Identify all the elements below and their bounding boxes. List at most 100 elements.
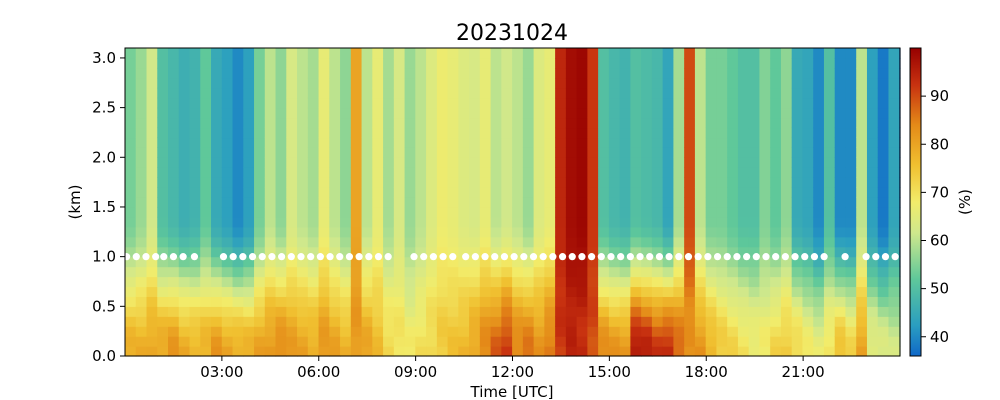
heatmap-cell	[221, 286, 234, 297]
heatmap-cell	[587, 266, 599, 278]
heatmap-cell	[823, 177, 836, 188]
heatmap-cell	[286, 306, 298, 317]
heatmap-cell	[608, 97, 621, 109]
heatmap-cell	[716, 246, 728, 258]
heatmap-cell	[135, 67, 148, 79]
heatmap-cell	[748, 77, 761, 89]
marker-dot	[781, 253, 789, 261]
heatmap-cell	[662, 197, 675, 208]
heatmap-cell	[770, 147, 782, 158]
heatmap-cell	[275, 326, 287, 337]
heatmap-cell	[716, 107, 728, 119]
heatmap-cell	[404, 246, 416, 258]
heatmap-cell	[737, 276, 750, 288]
heatmap-cell	[275, 157, 287, 168]
heatmap-cell	[243, 48, 255, 59]
heatmap-cell	[254, 296, 266, 307]
heatmap-cell	[791, 127, 804, 139]
heatmap-cell	[286, 97, 298, 109]
heatmap-cell	[275, 256, 287, 268]
heatmap-cell	[641, 276, 653, 288]
y-tick-label: 0.0	[92, 347, 116, 365]
heatmap-cell	[146, 226, 158, 238]
heatmap-cell	[458, 48, 470, 59]
heatmap-cell	[243, 326, 255, 337]
heatmap-cell	[748, 246, 761, 258]
heatmap-cell	[845, 157, 857, 168]
heatmap-cell	[619, 306, 631, 317]
heatmap-cell	[823, 306, 836, 317]
heatmap-cell	[522, 147, 535, 158]
heatmap-cell	[522, 336, 535, 347]
heatmap-cell	[479, 97, 492, 109]
heatmap-cell	[823, 256, 836, 268]
heatmap-cell	[780, 107, 793, 119]
heatmap-cell	[662, 87, 675, 99]
heatmap-cell	[587, 316, 599, 327]
heatmap-cell	[748, 57, 761, 69]
heatmap-cell	[866, 117, 879, 129]
heatmap-cell	[189, 276, 201, 288]
heatmap-cell	[555, 246, 567, 258]
heatmap-cell	[694, 266, 707, 278]
heatmap-cell	[587, 187, 599, 198]
heatmap-cell	[340, 326, 352, 337]
heatmap-cell	[802, 107, 814, 119]
heatmap-cell	[598, 216, 610, 228]
heatmap-cell	[770, 306, 782, 317]
heatmap-cell	[587, 177, 599, 188]
heatmap-cell	[662, 97, 675, 109]
heatmap-cell	[802, 276, 814, 288]
heatmap-cell	[243, 177, 255, 188]
heatmap-cell	[372, 276, 384, 288]
heatmap-cell	[705, 87, 718, 99]
marker-dot	[500, 253, 509, 261]
heatmap-cell	[705, 187, 718, 198]
heatmap-cell	[619, 127, 631, 139]
heatmap-cell	[759, 256, 771, 268]
heatmap-cell	[189, 236, 201, 248]
heatmap-cell	[533, 286, 545, 297]
heatmap-cell	[221, 236, 234, 248]
heatmap-cell	[372, 226, 384, 238]
heatmap-cell	[447, 77, 459, 89]
heatmap-cell	[802, 48, 814, 59]
heatmap-cell	[576, 87, 588, 99]
heatmap-cell	[802, 226, 814, 238]
heatmap-cell	[856, 77, 868, 89]
heatmap-cell	[866, 187, 879, 198]
heatmap-cell	[350, 346, 363, 357]
heatmap-cell	[555, 226, 567, 238]
heatmap-cell	[372, 316, 384, 327]
heatmap-cell	[490, 326, 502, 337]
heatmap-cell	[705, 147, 718, 158]
heatmap-cell	[372, 77, 384, 89]
heatmap-cell	[221, 147, 234, 158]
heatmap-cell	[587, 197, 599, 208]
heatmap-cell	[565, 77, 578, 89]
heatmap-cell	[533, 306, 545, 317]
heatmap-cell	[189, 336, 201, 347]
heatmap-cell	[490, 236, 502, 248]
heatmap-cell	[555, 306, 567, 317]
heatmap-cell	[823, 187, 836, 198]
heatmap-cell	[307, 127, 320, 139]
heatmap-cell	[770, 107, 782, 119]
heatmap-cell	[813, 107, 825, 119]
heatmap-cell	[340, 87, 352, 99]
heatmap-cell	[221, 346, 234, 357]
heatmap-cell	[544, 276, 556, 288]
heatmap-cell	[544, 67, 556, 79]
heatmap-cell	[393, 336, 406, 347]
heatmap-cell	[684, 266, 696, 278]
heatmap-cell	[630, 77, 642, 89]
heatmap-cell	[447, 336, 459, 347]
heatmap-cell	[651, 216, 664, 228]
heatmap-cell	[748, 167, 761, 178]
heatmap-cell	[641, 137, 653, 148]
heatmap-cell	[641, 326, 653, 337]
heatmap-cell	[834, 266, 847, 278]
heatmap-cell	[350, 107, 363, 119]
heatmap-cell	[555, 216, 567, 228]
